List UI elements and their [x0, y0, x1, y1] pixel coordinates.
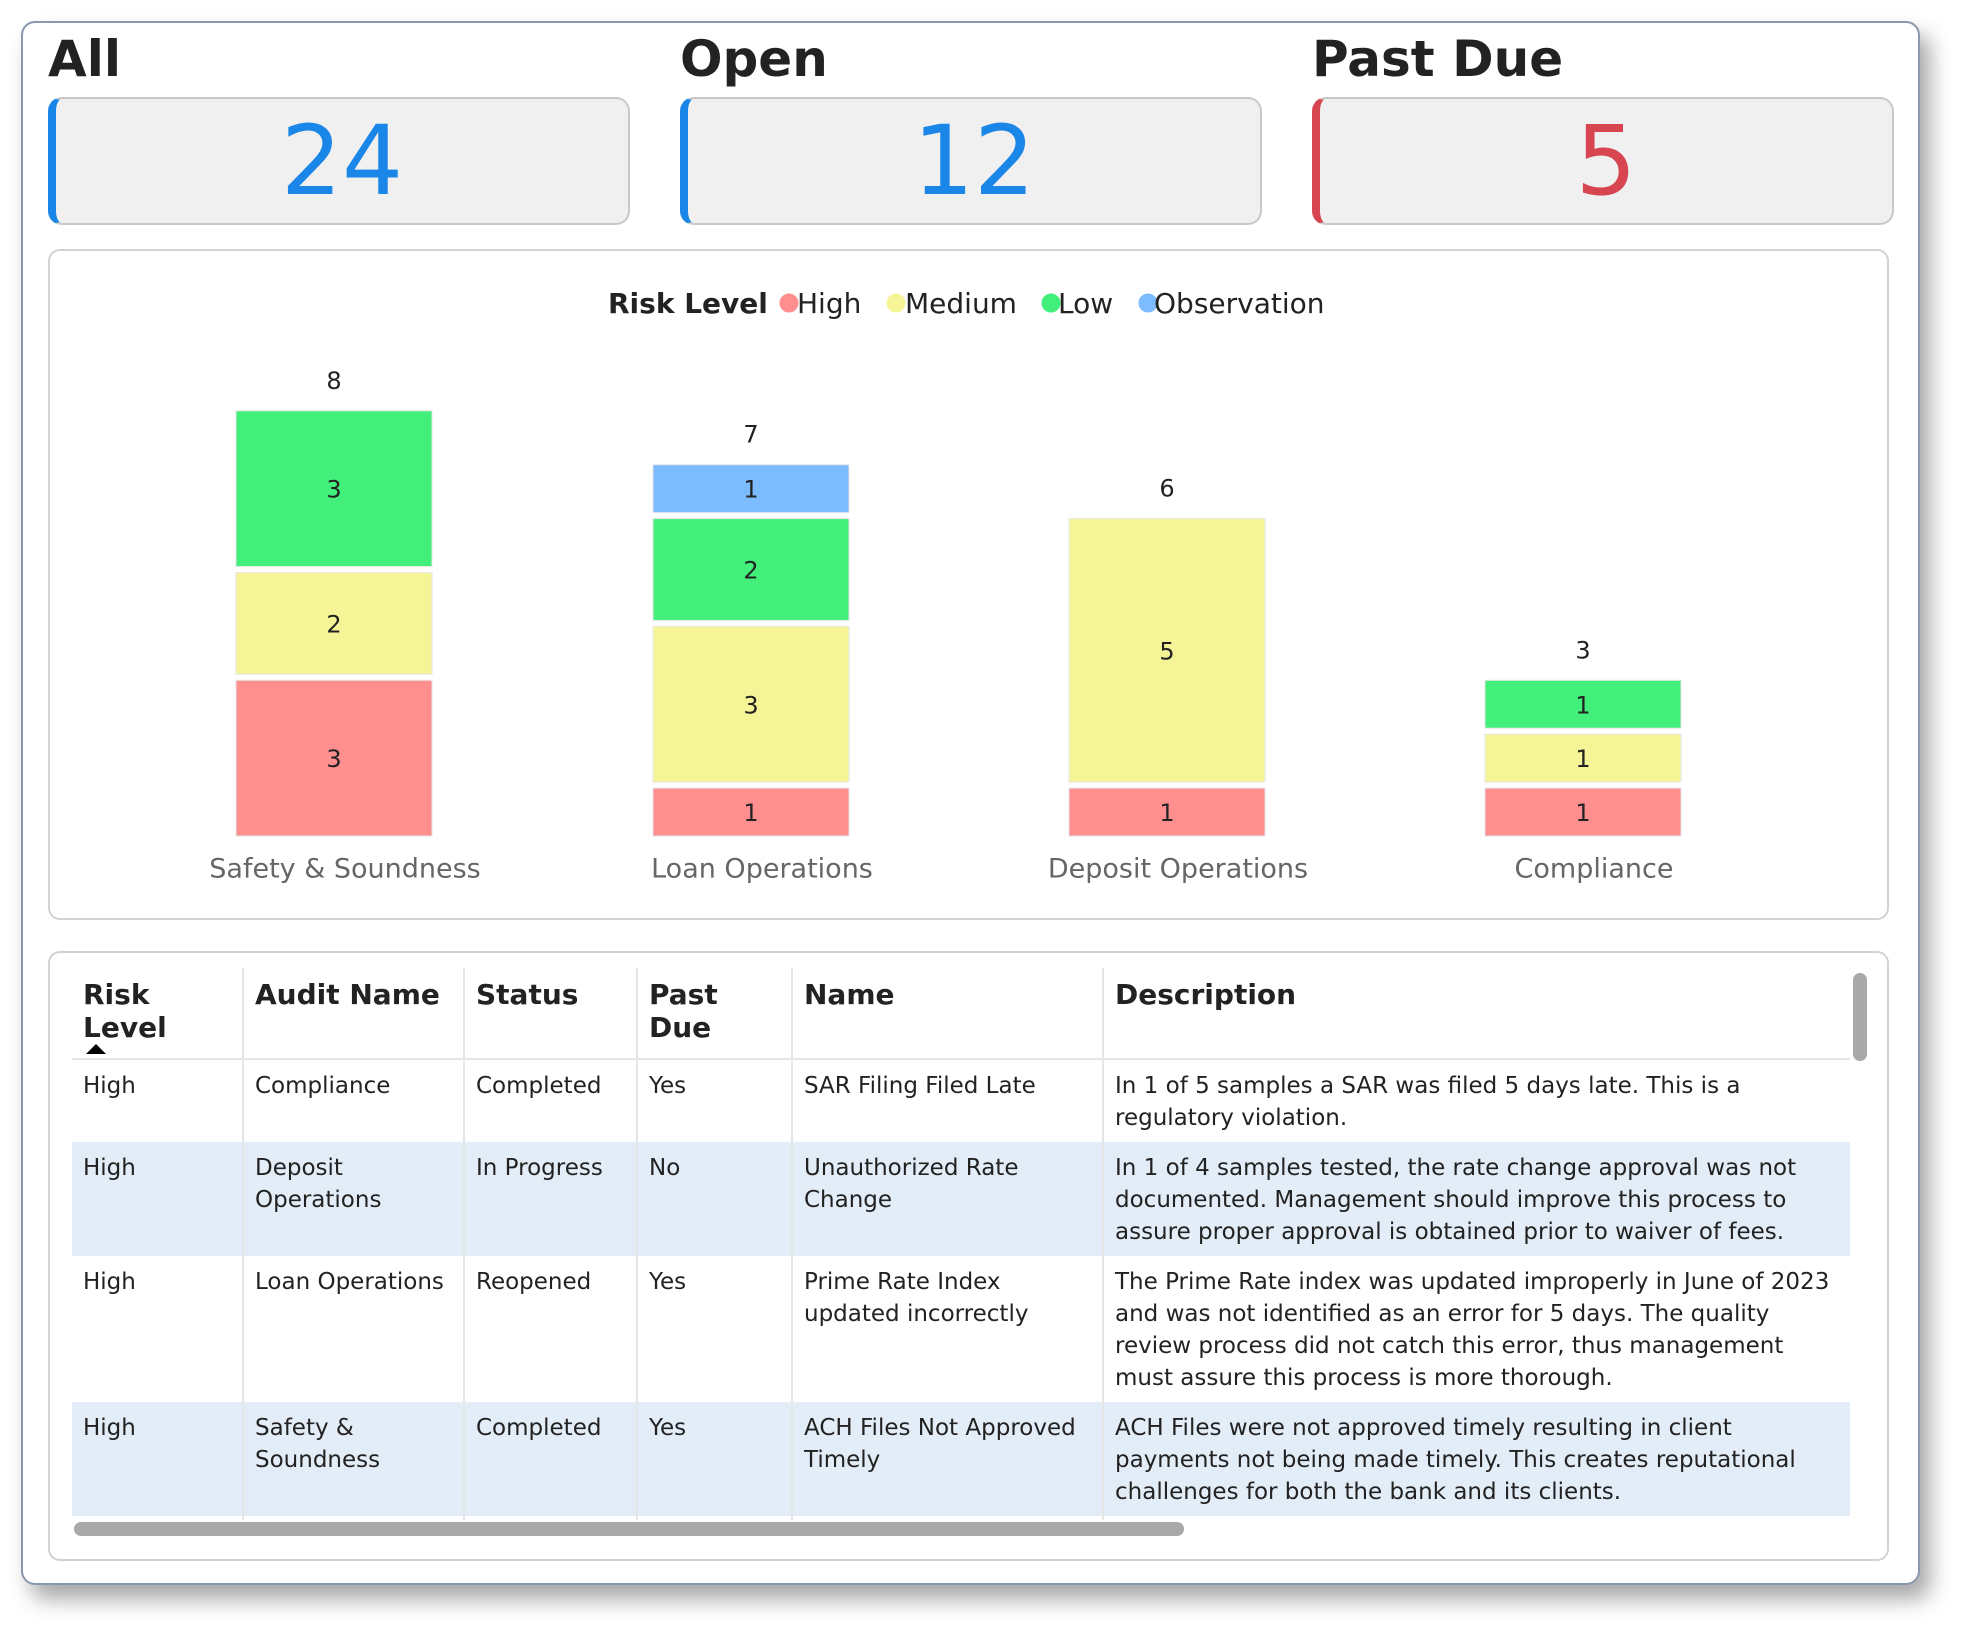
column-header[interactable]: Past Due	[637, 968, 793, 1060]
table-cell: High	[72, 1142, 244, 1256]
table-cell: The Prime Rate index was updated imprope…	[1115, 1269, 1830, 1391]
legend-marker	[1137, 292, 1159, 314]
data-label: 3	[326, 745, 341, 773]
bar-segment	[1068, 787, 1266, 837]
table-row: High Safety & Soundness Completed Yes ACH Fi…	[72, 1402, 1850, 1516]
legend-marker	[1040, 292, 1062, 314]
table-cell: ACH Files were not approved timely resul…	[1103, 1402, 1850, 1516]
legend-label: Observation	[1154, 287, 1325, 320]
column-header[interactable]: Risk Level	[72, 968, 244, 1060]
table-cell: In Progress	[464, 1142, 638, 1256]
data-label: 1	[1575, 745, 1590, 773]
bar-segment	[1484, 787, 1682, 837]
x-tick-label: Safety & Soundness	[209, 854, 480, 885]
table-cell: 1 of 3 contracts reviewed did have evide…	[1103, 1516, 1850, 1520]
column-header[interactable]: Status	[464, 968, 638, 1060]
total-label: 8	[326, 367, 341, 395]
data-label: 1	[1575, 691, 1590, 719]
table-cell: High	[72, 1256, 244, 1402]
table-row: High Compliance Completed Yes SAR Filing Fil…	[72, 1059, 1850, 1142]
table-cell: Prime Rate Index updated incorrectly	[792, 1256, 1104, 1402]
x-tick-label: Loan Operations	[651, 854, 873, 885]
data-label: 1	[1159, 799, 1174, 827]
sort-indicator	[86, 1044, 106, 1054]
bar-segment	[1068, 518, 1266, 783]
data-label: 3	[743, 691, 758, 719]
table-cell: Deposit Operations	[243, 1142, 465, 1256]
legend-label: Medium	[905, 287, 1017, 320]
bar-segment	[235, 572, 433, 675]
table-row: High Loan Operations Reopened Yes Prime Rate…	[72, 1256, 1850, 1402]
legend-title: Risk Level	[608, 287, 768, 320]
table-cell: Completed	[464, 1402, 638, 1516]
kpi-card[interactable]: 12	[680, 97, 1262, 225]
table-cell: Compliance	[243, 1059, 465, 1142]
card-title: All	[48, 30, 121, 88]
table-cell: Safety & Soundness	[243, 1402, 465, 1516]
data-label: 5	[1159, 637, 1174, 665]
table-cell: In 1 of 4 samples tested, the rate chang…	[1103, 1142, 1850, 1256]
legend-marker	[778, 292, 800, 314]
legend-marker	[885, 292, 907, 314]
data-label: 1	[743, 476, 758, 504]
card-title: Open	[680, 30, 828, 88]
table-cell: Yes	[637, 1256, 793, 1402]
x-tick-label: Compliance	[1515, 854, 1674, 885]
bar-segment	[1484, 679, 1682, 729]
column-header[interactable]: Name	[792, 968, 1104, 1060]
table-cell: Completed	[464, 1059, 638, 1142]
vertical-scrollbar[interactable]	[1853, 973, 1867, 1061]
table-cell: Contract Signed Without	[792, 1516, 1104, 1520]
kpi-card[interactable]: 5	[1312, 97, 1894, 225]
table-row: High Deposit Operations In Progress No Unaut…	[72, 1142, 1850, 1256]
legend-label: Low	[1058, 287, 1113, 320]
total-label: 3	[1575, 636, 1590, 664]
data-label: 2	[326, 610, 341, 638]
table-cell: In Progress	[464, 1516, 638, 1520]
bar-segment	[1484, 733, 1682, 783]
column-header[interactable]: Description	[1103, 968, 1850, 1060]
table-cell: Yes	[637, 1059, 793, 1142]
table-cell: No	[637, 1142, 793, 1256]
horizontal-scrollbar[interactable]	[74, 1522, 1184, 1536]
bar-segment	[235, 679, 433, 837]
bar-segment	[652, 518, 850, 621]
table-cell: High	[72, 1516, 244, 1520]
table-viewport: Risk Level Audit Name Status Past Due Name De…	[72, 968, 1850, 1520]
bar-segment	[235, 410, 433, 567]
table-cell: ACH Files Not Approved Timely	[792, 1402, 1104, 1516]
kpi-card[interactable]: 24	[48, 97, 630, 225]
x-tick-label: Deposit Operations	[1048, 854, 1308, 885]
table-cell: High	[72, 1059, 244, 1142]
card-title: Past Due	[1312, 30, 1564, 88]
total-label: 6	[1159, 475, 1174, 503]
table-cell: High	[72, 1402, 244, 1516]
legend-label: High	[797, 287, 861, 320]
bar-segment	[652, 787, 850, 837]
table-cell: Reopened	[464, 1256, 638, 1402]
table-cell: SAR Filing Filed Late	[792, 1059, 1104, 1142]
bar-segment	[652, 464, 850, 514]
table-cell: Yes	[637, 1402, 793, 1516]
data-label: 1	[1575, 799, 1590, 827]
bar-segment	[652, 625, 850, 783]
data-label: 2	[743, 557, 758, 585]
data-label: 3	[326, 476, 341, 504]
chart: Risk Level High Medium Low Observation 3 2 3 8 Sa…	[209, 287, 1682, 885]
table-cell: Loan Operations	[243, 1256, 465, 1402]
table-cell: Safety &	[243, 1516, 465, 1520]
table-cell: No	[637, 1516, 793, 1520]
table-cell: Unauthorized Rate Change	[792, 1142, 1104, 1256]
column-header[interactable]: Audit Name	[243, 968, 465, 1060]
table: Risk Level Audit Name Status Past Due Name De…	[72, 968, 1850, 1520]
table-cell: In 1 of 5 samples a SAR was filed 5 days…	[1115, 1073, 1741, 1131]
data-label: 1	[743, 799, 758, 827]
total-label: 7	[743, 421, 758, 449]
